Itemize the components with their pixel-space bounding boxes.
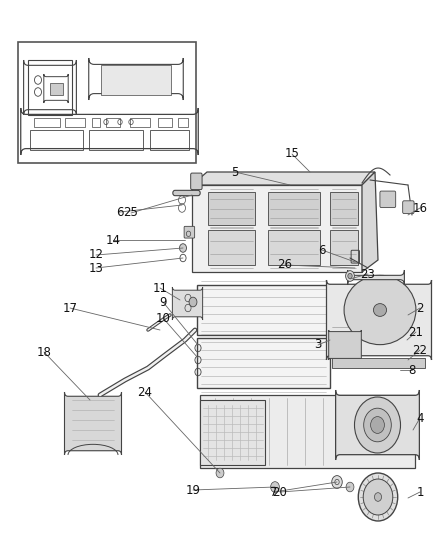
Circle shape [371,417,385,433]
Text: 15: 15 [285,148,300,160]
Text: 25: 25 [124,206,138,220]
Polygon shape [192,172,375,185]
Bar [178,118,188,127]
FancyBboxPatch shape [336,390,419,460]
Bar [30,130,83,150]
Circle shape [363,479,393,515]
Polygon shape [200,395,415,468]
FancyBboxPatch shape [326,280,431,360]
Text: 8: 8 [408,364,416,376]
Text: 7: 7 [270,486,278,498]
Circle shape [354,397,400,453]
Bar [65,118,85,127]
Circle shape [189,297,197,307]
Text: 1: 1 [416,486,424,498]
Text: 14: 14 [106,233,120,246]
Text: 22: 22 [413,343,427,357]
Text: 23: 23 [360,268,375,280]
Text: 6: 6 [116,206,124,219]
Bar [92,118,100,127]
Text: 19: 19 [186,483,201,497]
Text: 11: 11 [152,281,167,295]
Circle shape [332,475,342,488]
Text: 12: 12 [88,248,103,262]
Text: 24: 24 [138,385,152,399]
Text: 9: 9 [159,295,167,309]
Bar [158,118,172,127]
Bar [34,118,60,127]
Text: 6: 6 [318,244,326,256]
Text: 5: 5 [231,166,239,179]
Circle shape [180,244,187,252]
Bar [208,230,255,265]
Circle shape [216,468,224,478]
FancyBboxPatch shape [173,190,200,196]
Bar [106,118,120,127]
Bar [101,65,171,95]
FancyBboxPatch shape [348,270,404,285]
Polygon shape [192,185,362,272]
Polygon shape [362,172,378,272]
Bar [50,83,63,95]
Bar [208,192,255,225]
Bar [330,230,358,265]
Text: 2: 2 [416,302,424,314]
Bar [130,118,150,127]
Circle shape [358,473,398,521]
Bar [18,42,196,163]
FancyBboxPatch shape [64,392,121,455]
Bar [332,358,425,368]
Bar [268,192,320,225]
Bar [150,130,189,150]
FancyBboxPatch shape [191,173,202,190]
Bar [200,400,265,465]
FancyBboxPatch shape [184,227,194,238]
Bar [89,130,143,150]
FancyBboxPatch shape [328,330,361,360]
Circle shape [364,408,391,442]
Text: 3: 3 [314,338,321,351]
FancyBboxPatch shape [403,201,414,214]
Ellipse shape [344,276,416,345]
Circle shape [374,492,381,502]
Ellipse shape [374,304,387,317]
Circle shape [348,273,352,279]
Text: 10: 10 [155,311,170,325]
FancyBboxPatch shape [173,287,203,320]
Text: 17: 17 [63,302,78,314]
FancyBboxPatch shape [380,191,396,207]
Bar [197,285,330,335]
Bar [330,192,358,225]
Text: 26: 26 [278,259,293,271]
Text: 20: 20 [272,486,287,498]
Bar [268,230,320,265]
Circle shape [271,482,279,492]
Text: 16: 16 [413,201,427,214]
Circle shape [346,482,354,492]
Text: 4: 4 [416,411,424,424]
Text: 21: 21 [409,326,424,338]
Bar [197,338,330,388]
Text: 18: 18 [36,345,51,359]
Circle shape [346,271,354,281]
Text: 13: 13 [88,262,103,274]
